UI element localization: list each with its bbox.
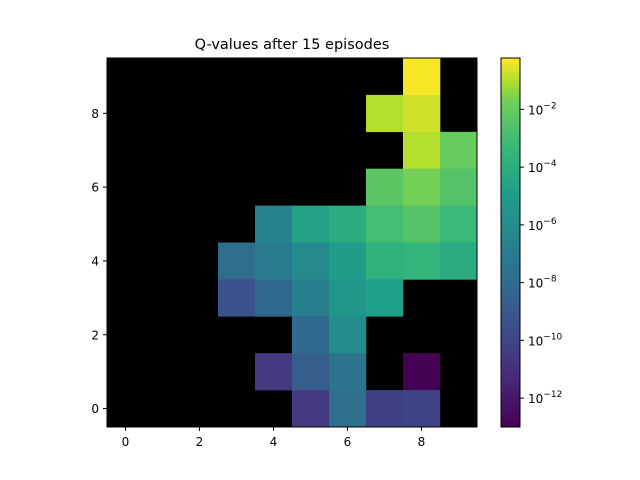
x-axis: 0 2 4 6 8 — [122, 427, 426, 449]
heatmap-cell — [255, 242, 293, 280]
colorbar — [500, 57, 521, 428]
colorbar-tick-label: 10−10 — [528, 332, 563, 348]
y-tick-label: 6 — [91, 181, 99, 195]
heatmap-cell — [292, 279, 330, 317]
y-tick-label: 4 — [91, 254, 99, 268]
y-axis: 0 2 4 6 8 — [91, 107, 107, 416]
heatmap-cell — [329, 316, 367, 354]
heatmap-cell — [403, 390, 441, 428]
heatmap-cell — [292, 242, 330, 280]
heatmap-cell — [366, 205, 404, 243]
heatmap-cell — [218, 279, 256, 317]
heatmap-cell — [255, 353, 293, 391]
heatmap-cell — [440, 168, 478, 206]
chart-title: Q-values after 15 episodes — [195, 37, 390, 53]
x-tick-label: 2 — [196, 435, 204, 449]
heatmap-cell — [292, 390, 330, 428]
y-tick-label: 0 — [91, 402, 99, 416]
x-tick-label: 4 — [270, 435, 278, 449]
heatmap-cell — [292, 205, 330, 243]
colorbar-axis: 10−12 10−10 10−8 10−6 10−4 10−2 — [520, 101, 563, 406]
heatmap-cell — [366, 94, 404, 133]
heatmap-cell — [403, 205, 441, 243]
heatmap-cell — [403, 242, 441, 280]
heatmap-cell — [366, 168, 404, 206]
heatmap-cell — [329, 205, 367, 243]
heatmap-cell — [329, 353, 367, 391]
colorbar-tick-label: 10−4 — [528, 159, 557, 175]
heatmap-cell — [218, 242, 256, 280]
plot-frame — [106, 57, 478, 428]
x-tick-label: 8 — [418, 435, 426, 449]
heatmap-cells — [218, 58, 478, 428]
heatmap-cell — [329, 390, 367, 428]
heatmap-cell — [440, 205, 478, 243]
heatmap-cell — [292, 316, 330, 354]
heatmap-cell — [366, 242, 404, 280]
heatmap-cell — [292, 353, 330, 391]
heatmap-cell — [255, 205, 293, 243]
heatmap-cell — [329, 279, 367, 317]
heatmap-cell — [329, 242, 367, 280]
heatmap-cell — [440, 242, 478, 280]
heatmap-cell — [440, 131, 478, 169]
colorbar-tick-label: 10−12 — [528, 390, 562, 406]
heatmap-cell — [366, 390, 404, 428]
heatmap-cell — [366, 279, 404, 317]
heatmap-cell — [403, 353, 441, 391]
heatmap-cell — [403, 131, 441, 169]
colorbar-tick-label: 10−6 — [528, 217, 557, 233]
y-tick-label: 8 — [91, 107, 99, 121]
heatmap-cell — [403, 168, 441, 206]
x-tick-label: 6 — [344, 435, 352, 449]
heatmap-cell — [255, 279, 293, 317]
heatmap-cell — [403, 94, 441, 133]
heatmap-cell — [403, 58, 441, 96]
y-tick-label: 2 — [91, 328, 99, 342]
colorbar-tick-label: 10−2 — [528, 101, 557, 117]
colorbar-tick-label: 10−8 — [528, 275, 557, 291]
x-tick-label: 0 — [122, 435, 130, 449]
